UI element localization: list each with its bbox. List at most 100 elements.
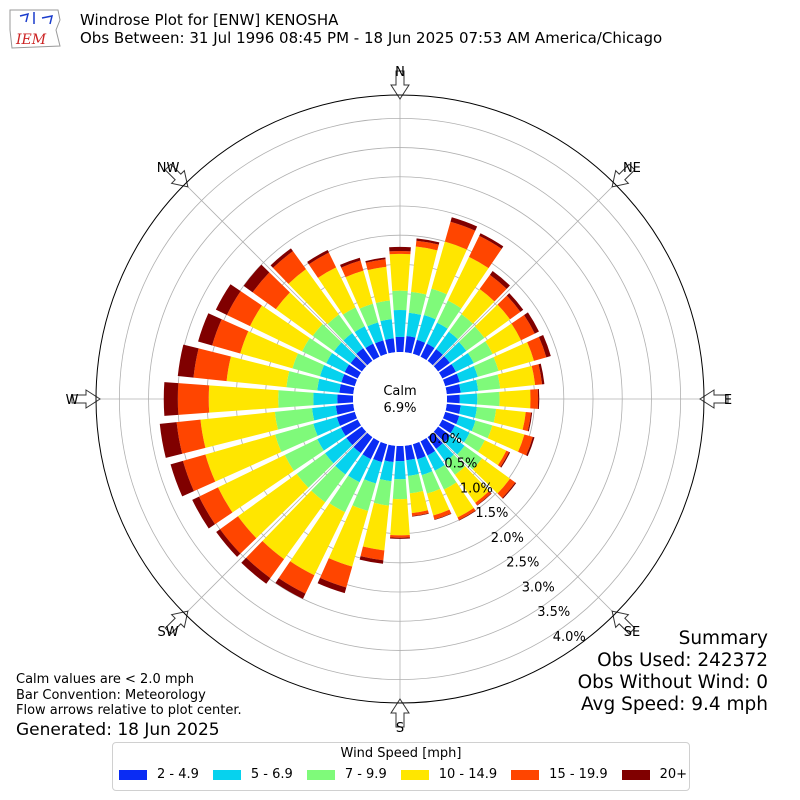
windrose-bar-segment	[526, 436, 535, 457]
windrose-bar-segment	[335, 447, 361, 475]
windrose-bar-segment	[313, 416, 341, 436]
windrose-bar-segment	[215, 284, 241, 315]
windrose-bar-segment	[393, 309, 407, 337]
legend-item: 7 - 9.9	[306, 767, 387, 782]
windrose-bar-segment	[444, 341, 467, 363]
windrose-bar-segment	[177, 344, 199, 378]
windrose-bar-segment	[339, 384, 355, 395]
windrose-bar-segment	[348, 454, 371, 483]
windrose-bar-segment	[219, 516, 257, 554]
windrose-bar-segment	[497, 365, 536, 389]
windrose-bar-segment	[426, 488, 450, 516]
calm-value: 6.9%	[383, 401, 416, 416]
windrose-bar-segment	[434, 513, 452, 521]
windrose-bar-segment	[511, 315, 535, 341]
windrose-bar-segment	[476, 493, 492, 506]
windrose-bar-segment	[354, 326, 374, 348]
windrose-bar-segment	[497, 450, 510, 467]
bar-convention-note: Bar Convention: Meteorology	[16, 687, 206, 703]
windrose-bar-segment	[445, 454, 466, 475]
windrose-bar-segment	[307, 250, 329, 265]
compass-label: NW	[157, 161, 180, 176]
calm-circle	[353, 352, 447, 446]
legend-item: 10 - 14.9	[400, 767, 497, 782]
windrose-bar-segment	[389, 253, 411, 291]
flow-arrow	[611, 163, 636, 188]
windrose-bar-segment	[317, 378, 341, 393]
legend-item: 5 - 6.9	[212, 767, 293, 782]
windrose-bar-segment	[444, 482, 474, 518]
windrose-bar-segment	[489, 271, 510, 289]
windrose-bar-segment	[341, 374, 358, 387]
windrose-bar-segment	[392, 479, 408, 500]
windrose-bar-segment	[438, 364, 456, 379]
windrose-bar-segment	[394, 461, 406, 480]
calm-note: Calm values are < 2.0 mph	[16, 672, 195, 687]
windrose-bar-segment	[278, 561, 315, 594]
obs-without-wind: Obs Without Wind: 0	[577, 672, 768, 693]
windrose-bar-segment	[390, 535, 410, 538]
windrose-bar-segment	[500, 451, 511, 468]
windrose-bar-segment	[395, 445, 405, 462]
flow-arrow	[71, 389, 101, 409]
windrose-bar-segment	[341, 260, 364, 278]
windrose-bar-segment	[216, 529, 241, 557]
windrose-bar-segment	[457, 445, 483, 470]
windrose-bar-segment	[461, 289, 495, 324]
windrose-bar-segment	[250, 305, 310, 352]
windrose-bar-segment	[531, 364, 543, 386]
windrose-bar-segment	[487, 425, 525, 452]
windrose-bar-segment	[317, 267, 356, 315]
chart-title: Windrose Plot for [ENW] KENOSHA	[80, 11, 339, 29]
windrose-bar-segment	[412, 513, 429, 517]
windrose-bar-segment	[423, 288, 447, 320]
windrose-bar-segment	[411, 246, 438, 295]
windrose-bar-segment	[390, 498, 410, 536]
windrose-bar-segment	[226, 356, 290, 388]
windrose-bar-segment	[278, 390, 314, 408]
windrose-bar-segment	[442, 411, 460, 425]
windrose-bar-segment	[342, 307, 365, 333]
windrose-bar-segment	[226, 291, 262, 327]
radial-tick-label: 3.0%	[522, 580, 555, 595]
windrose-bar-segment	[364, 458, 383, 484]
legend-swatch	[621, 769, 650, 780]
flow-arrow	[699, 389, 729, 409]
windrose-bar-segment	[456, 365, 478, 382]
windrose-bar-segment	[445, 403, 461, 414]
windrose-bar-segment	[373, 479, 392, 506]
windrose-bar-segment	[311, 405, 338, 421]
windrose-bar-segment	[352, 479, 376, 512]
windrose-bar-segment	[243, 264, 270, 293]
windrose-bar-segment	[362, 502, 389, 551]
windrose-bar-segment	[365, 343, 380, 361]
radial-tick-labels: 0.0% 0.5% 1.0% 1.5% 2.0% 2.5% 3.0% 3.5% 4.0%	[429, 432, 586, 645]
windrose-bar-segment	[427, 450, 445, 471]
windrose-bar-segment	[412, 441, 426, 460]
windrose-bar-segment	[416, 238, 440, 245]
windrose-bar-segment	[319, 558, 353, 588]
legend-label: 5 - 6.9	[250, 767, 293, 782]
windrose-bar-segment	[198, 313, 222, 346]
calm-circle-layer: Calm 6.9%	[353, 352, 447, 446]
grid-spoke	[432, 183, 616, 367]
windrose-bar-segment	[479, 274, 507, 302]
svg-text:IEM: IEM	[15, 32, 47, 48]
windrose-bar-segment	[493, 342, 534, 371]
windrose-bar-segment	[384, 444, 396, 463]
windrose-bar-segment	[343, 333, 364, 354]
windrose-bar-segment	[375, 340, 388, 357]
legend-swatch	[119, 769, 147, 780]
summary-block: Summary Obs Used: 242372 Obs Without Win…	[578, 628, 768, 716]
windrose-bar-segment	[170, 460, 194, 497]
windrose-bar-segment	[502, 482, 517, 499]
windrose-bar-segment	[302, 337, 333, 364]
windrose-bar-segment	[344, 364, 362, 379]
windrose-bar-segment	[475, 406, 497, 423]
windrose-bar-segment	[406, 312, 422, 338]
windrose-bar-segment	[385, 338, 396, 354]
windrose-bar-segment	[286, 371, 320, 391]
windrose-bar-segment	[409, 491, 428, 514]
windrose-bar-segment	[334, 342, 357, 364]
windrose-bar-segment	[317, 427, 346, 451]
